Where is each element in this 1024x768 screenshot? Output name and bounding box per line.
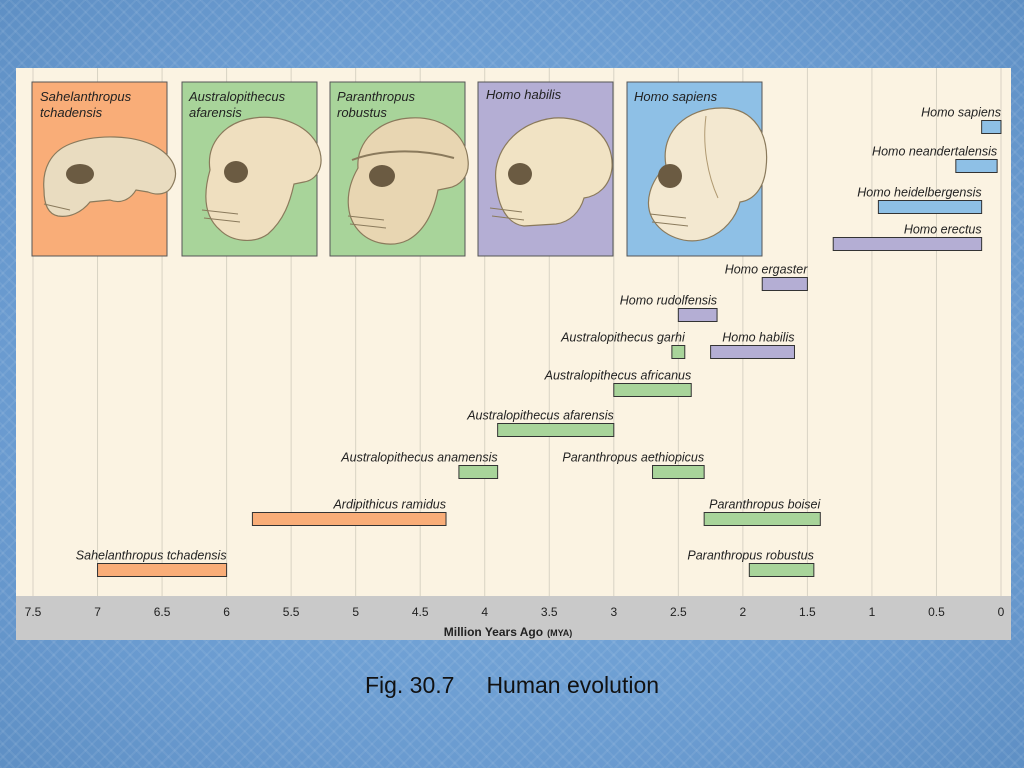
x-tick-label: 4 (481, 605, 488, 619)
species-bar (981, 120, 1002, 134)
species-bar (677, 308, 718, 322)
species-bar (251, 512, 447, 526)
x-tick-label: 6 (223, 605, 230, 619)
x-axis-label: Million Years Ago (MYA) (444, 625, 573, 639)
species-label: Paranthropus boisei (709, 498, 821, 512)
species-label: Homo neandertalensis (872, 145, 997, 159)
figure-caption: Fig. 30.7 Human evolution (0, 672, 1024, 699)
axis-band (16, 596, 1011, 640)
panel-title: Sahelanthropus (40, 89, 132, 104)
skull-panel-australopithecus: Australopithecus afarensis (181, 81, 322, 257)
species-bar (97, 563, 228, 577)
species-bar (955, 159, 998, 173)
species-label: Ardipithicus ramidus (332, 498, 446, 512)
skull-panel-sahelanthropus: Sahelanthropus tchadensis (31, 81, 177, 257)
species-label: Australopithecus anamensis (340, 451, 497, 465)
x-tick-label: 1 (869, 605, 876, 619)
species-label: Homo erectus (904, 223, 982, 237)
panel-title: tchadensis (40, 105, 103, 120)
figure-title: Human evolution (486, 672, 660, 698)
species-bar (613, 383, 692, 397)
species-bar (703, 512, 821, 526)
species-bar (458, 465, 499, 479)
species-bar (710, 345, 795, 359)
species-label: Australopithecus africanus (544, 369, 692, 383)
species-label: Homo sapiens (921, 106, 1001, 120)
species-bar (652, 465, 705, 479)
skull-icon (347, 117, 469, 245)
species-label: Homo habilis (722, 331, 794, 345)
x-tick-label: 0.5 (928, 605, 945, 619)
species-label: Homo heidelbergensis (857, 186, 981, 200)
x-tick-label: 3 (610, 605, 617, 619)
skull-panel-homo-sapiens: Homo sapiens (626, 81, 768, 257)
x-axis-ticks: 7.5 7 6.5 6 5.5 5 4.5 4 3.5 3 2.5 2 1.5 1 0.5 0 (25, 605, 1005, 619)
x-tick-label: 3.5 (541, 605, 558, 619)
skull-panel-homo-habilis: Homo habilis (477, 81, 614, 257)
x-tick-label: 2 (740, 605, 747, 619)
panel-title: robustus (337, 105, 387, 120)
species-label: Homo ergaster (725, 263, 809, 277)
species-bar (761, 277, 808, 291)
species-bar (877, 200, 983, 214)
panel-title: Homo sapiens (634, 89, 718, 104)
skull-icon (489, 117, 613, 227)
panel-title: Australopithecus (188, 89, 286, 104)
species-bar (671, 345, 686, 359)
x-tick-label: 4.5 (412, 605, 429, 619)
x-tick-label: 1.5 (799, 605, 816, 619)
species-label: Australopithecus afarensis (466, 409, 614, 423)
species-bars: Homo sapiens Homo neandertalensis Homo hei… (76, 106, 1002, 577)
skull-icon (647, 107, 768, 242)
skull-icon (43, 136, 177, 217)
x-axis-unit: (MYA) (547, 628, 572, 638)
species-bar (748, 563, 815, 577)
x-tick-label: 0 (998, 605, 1005, 619)
x-tick-label: 7.5 (25, 605, 42, 619)
skull-panels: Sahelanthropus tchadensis Australopithec… (31, 81, 768, 257)
x-tick-label: 7 (94, 605, 101, 619)
x-tick-label: 6.5 (154, 605, 171, 619)
x-tick-label: 5 (352, 605, 359, 619)
x-tick-label: 5.5 (283, 605, 300, 619)
figure-number: Fig. 30.7 (364, 672, 455, 698)
skull-panel-paranthropus: Paranthropus robustus (329, 81, 469, 257)
species-label: Sahelanthropus tchadensis (76, 549, 227, 563)
skull-icon (201, 116, 322, 241)
species-bar (832, 237, 983, 251)
panel-title: afarensis (189, 105, 242, 120)
species-label: Australopithecus garhi (560, 331, 686, 345)
panel-title: Homo habilis (486, 87, 562, 102)
species-label: Paranthropus robustus (687, 549, 813, 563)
x-axis-label-text: Million Years Ago (444, 625, 543, 639)
species-label: Homo rudolfensis (620, 294, 717, 308)
panel-title: Paranthropus (337, 89, 416, 104)
species-bar (497, 423, 615, 437)
species-label: Paranthropus aethiopicus (562, 451, 704, 465)
x-tick-label: 2.5 (670, 605, 687, 619)
